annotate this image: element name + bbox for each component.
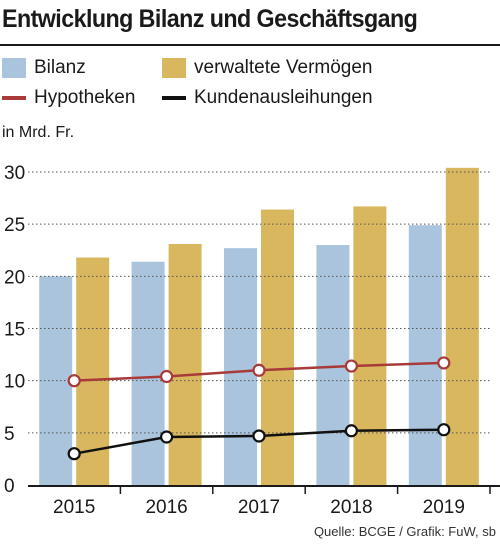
point-kundenausleihungen-2015 bbox=[67, 447, 81, 461]
legend-swatch-kundenausleihungen bbox=[162, 96, 186, 100]
bar-bilanz-2016 bbox=[131, 261, 165, 485]
point-kundenausleihungen-2018 bbox=[344, 424, 358, 438]
point-hypotheken-2017 bbox=[252, 363, 266, 377]
legend-item-hypotheken: Hypotheken bbox=[2, 87, 135, 109]
legend-swatch-vermoegen bbox=[162, 58, 186, 78]
bar-bilanz-2019 bbox=[408, 225, 442, 485]
bar-vermoegen-2018 bbox=[353, 206, 387, 485]
bar-vermoegen-2016 bbox=[168, 243, 202, 485]
x-tick-label-2017: 2017 bbox=[238, 497, 280, 518]
legend-item-kundenausleihungen: Kundenausleihungen bbox=[162, 87, 373, 109]
y-tick-label-25: 25 bbox=[4, 215, 25, 236]
x-tick-label-2015: 2015 bbox=[53, 497, 95, 518]
point-hypotheken-2016 bbox=[160, 369, 174, 384]
point-hypotheken-2015 bbox=[67, 374, 81, 388]
y-tick-label-0: 0 bbox=[4, 476, 15, 497]
y-tick-label-15: 15 bbox=[4, 320, 25, 341]
source-note: Quelle: BCGE / Grafik: FuW, sb bbox=[313, 524, 496, 539]
point-hypotheken-2018 bbox=[344, 359, 358, 373]
legend-label-vermoegen: verwaltete Vermögen bbox=[194, 57, 373, 78]
x-tick-label-2016: 2016 bbox=[145, 497, 187, 518]
y-tick-label-10: 10 bbox=[4, 372, 25, 393]
bar-bilanz-2017 bbox=[224, 248, 257, 485]
point-kundenausleihungen-2019 bbox=[437, 423, 451, 437]
legend-swatch-hypotheken bbox=[2, 96, 26, 100]
y-tick-label-30: 30 bbox=[4, 163, 25, 184]
title-rule bbox=[0, 44, 500, 46]
legend-item-vermoegen: verwaltete Vermögen bbox=[162, 57, 373, 79]
bar-bilanz-2018 bbox=[316, 245, 350, 485]
bar-vermoegen-2017 bbox=[261, 209, 294, 485]
legend-label-kundenausleihungen: Kundenausleihungen bbox=[194, 87, 373, 108]
chart-title: Entwicklung Bilanz und Geschäftsgang bbox=[2, 5, 418, 33]
bar-vermoegen-2015 bbox=[76, 257, 110, 485]
x-tick-label-2019: 2019 bbox=[423, 497, 465, 518]
legend-label-bilanz: Bilanz bbox=[34, 57, 86, 78]
legend-label-hypotheken: Hypotheken bbox=[34, 87, 136, 108]
bar-vermoegen-2019 bbox=[445, 167, 479, 485]
legend-swatch-bilanz bbox=[2, 58, 26, 78]
point-hypotheken-2019 bbox=[437, 356, 451, 370]
point-kundenausleihungen-2017 bbox=[252, 429, 266, 443]
legend-item-bilanz: Bilanz bbox=[2, 57, 86, 79]
y-tick-label-5: 5 bbox=[4, 424, 15, 445]
x-tick-label-2018: 2018 bbox=[330, 497, 372, 518]
unit-label: in Mrd. Fr. bbox=[2, 124, 75, 141]
point-kundenausleihungen-2016 bbox=[160, 430, 174, 444]
y-tick-label-20: 20 bbox=[4, 267, 25, 288]
